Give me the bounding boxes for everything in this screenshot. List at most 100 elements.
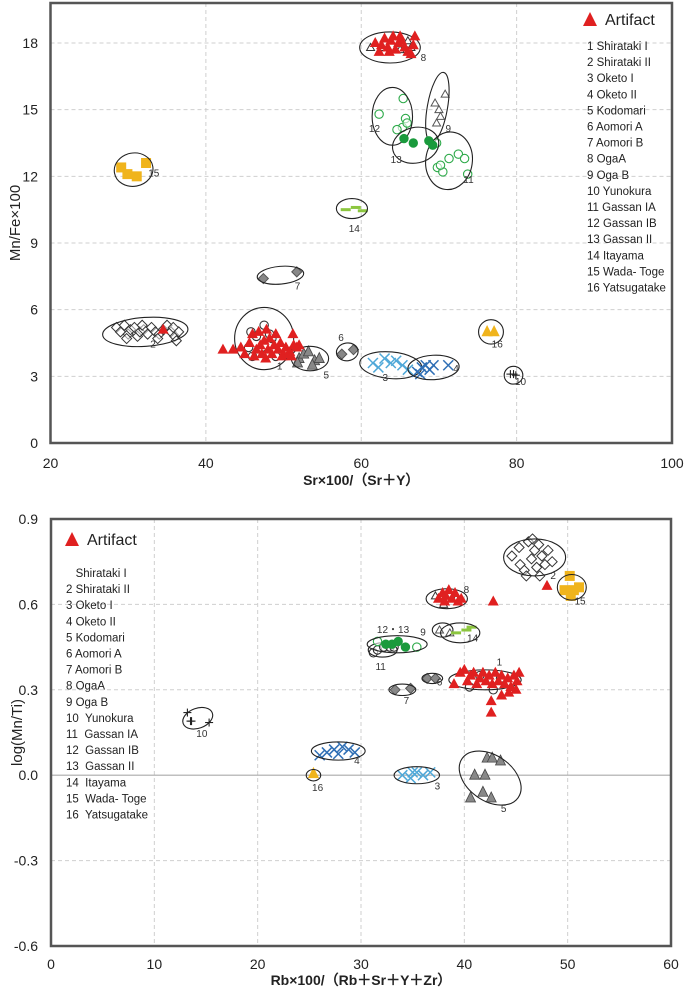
artifact-point (485, 695, 497, 706)
x-tick-label: 40 (457, 956, 473, 972)
cluster-label: 11 (463, 175, 474, 186)
artifact-point (369, 37, 381, 47)
source-point (116, 162, 127, 173)
cluster-label: 11 (375, 662, 386, 673)
artifact-point (471, 678, 483, 689)
artifact-point (217, 343, 229, 354)
cluster-ellipse (478, 319, 504, 345)
source-point (494, 754, 507, 766)
legend-item: 4 Oketo II (587, 89, 637, 101)
cluster-label: 7 (404, 696, 410, 707)
source-point (469, 768, 481, 780)
cross-stroke (321, 746, 333, 758)
legend-item: 11 Gassan IA (66, 729, 138, 741)
source-point (477, 785, 489, 797)
cluster-label: 13 (391, 155, 403, 166)
source-point (291, 356, 304, 368)
source-point (349, 746, 361, 758)
cluster-ellipse (305, 768, 322, 782)
cluster-label: 14 (467, 633, 479, 644)
y-axis-label: log(Mn/Ti) (9, 699, 26, 766)
cluster-ellipse (256, 265, 305, 285)
cluster-ellipse (440, 622, 481, 644)
source-point (428, 140, 438, 150)
artifact-point (235, 341, 247, 352)
artifact-point (157, 323, 169, 334)
cross-stroke (343, 744, 355, 756)
cross-stroke (411, 766, 423, 778)
artifact-point (541, 579, 553, 590)
source-point (321, 746, 333, 758)
cross-stroke (442, 359, 454, 371)
cluster-3: 3 (393, 766, 441, 792)
x-tick-label: 60 (663, 956, 679, 972)
y-tick-label: 0.6 (19, 596, 39, 612)
artifact-point (499, 678, 511, 689)
y-tick-label: 0 (30, 435, 38, 451)
source-point (451, 631, 462, 635)
source-clusters: 1 2 3 4 5 6 7 8 9 10 11 12・13 14 15 16 (182, 533, 587, 815)
cluster-5: 5 (290, 344, 330, 382)
source-point (343, 744, 355, 756)
cluster-label: 4 (354, 756, 360, 767)
artifact-point (239, 348, 251, 359)
y-tick-label: 15 (22, 102, 38, 118)
artifact-point (486, 678, 498, 689)
cluster-ellipse (102, 316, 189, 348)
source-point (559, 585, 570, 596)
cross-stroke (349, 746, 361, 758)
cluster-label: 12・13 (377, 625, 410, 636)
legend-item: 8 OgaA (587, 154, 626, 166)
cluster-4: 4 (310, 741, 366, 767)
y-tick-label: 6 (30, 302, 38, 318)
cluster-label: 15 (575, 596, 587, 607)
y-tick-label: 0.3 (19, 682, 39, 698)
artifact-point (284, 345, 296, 356)
legend-item: 15 Wada- Toge (587, 266, 664, 278)
artifact-point (383, 45, 395, 56)
cluster-label: 12 (369, 124, 381, 135)
cluster-ellipse (503, 365, 524, 385)
artifact-point (510, 683, 522, 694)
cluster-13: 13 (391, 126, 440, 166)
source-point (302, 344, 315, 357)
artifact-point (487, 595, 499, 606)
source-point (533, 538, 545, 551)
cluster-7: 7 (256, 265, 305, 293)
artifact-point (433, 592, 444, 603)
x-tick-label: 50 (560, 956, 576, 972)
source-point (427, 359, 440, 371)
cluster-ellipse (556, 573, 587, 601)
source-point (479, 768, 491, 780)
legend: Artifact Shirataki I 2 Shirataki II 3 Oket… (65, 532, 148, 822)
cluster-label: 2 (550, 571, 556, 582)
cluster-ellipse (366, 635, 428, 654)
source-point (565, 590, 576, 601)
source-point (400, 642, 411, 652)
artifact-point (379, 32, 391, 43)
source-point (407, 766, 419, 778)
legend-item: 7 Aomori B (587, 138, 644, 150)
artifact-point (274, 337, 286, 347)
artifact-point (496, 689, 508, 700)
cluster-label: 16 (492, 339, 504, 350)
cluster-ellipse (448, 669, 522, 691)
source-point (118, 319, 131, 331)
source-point (340, 208, 351, 212)
cluster-15: 15 (113, 152, 160, 187)
source-point (412, 642, 422, 652)
cross-stroke (379, 353, 391, 365)
source-point (511, 371, 520, 380)
source-point (167, 321, 179, 334)
cluster-ellipse (425, 131, 474, 191)
artifact-point (405, 48, 417, 59)
cluster-label: 10 (196, 729, 208, 740)
artifact-point (270, 328, 282, 339)
cluster-ellipse (359, 31, 421, 64)
artifact-legend-icon (65, 532, 79, 546)
source-point (131, 171, 142, 182)
artifact-point (446, 592, 458, 603)
legend-item: 10 Yunokura (587, 186, 652, 198)
